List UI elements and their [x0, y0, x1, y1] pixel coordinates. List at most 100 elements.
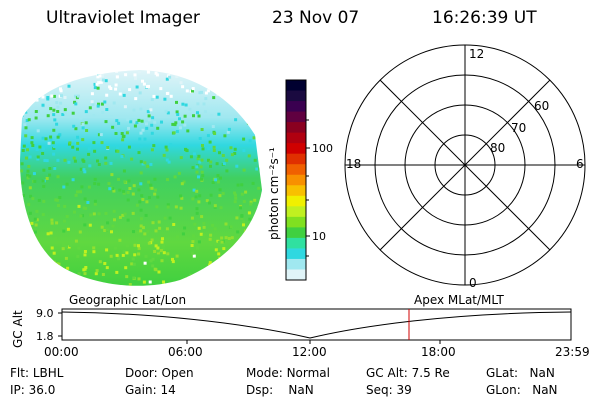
uv-pixel: [229, 146, 233, 150]
uv-pixel: [78, 230, 82, 234]
uv-pixel: [151, 287, 154, 290]
uv-pixel: [23, 123, 27, 127]
uv-pixel: [149, 183, 153, 187]
uv-pixel: [248, 226, 252, 230]
uv-pixel: [67, 84, 71, 88]
uv-pixel: [204, 97, 208, 101]
uv-pixel: [106, 221, 110, 225]
uv-pixel: [32, 266, 36, 270]
uv-pixel: [136, 231, 140, 235]
uv-pixel: [171, 260, 175, 264]
uv-pixel: [147, 118, 151, 122]
uv-pixel: [164, 145, 168, 149]
uv-pixel: [209, 164, 212, 168]
uv-pixel: [143, 261, 147, 265]
uv-pixel: [194, 195, 198, 199]
uv-pixel: [79, 190, 82, 194]
uv-pixel: [183, 226, 187, 230]
uv-pixel: [61, 247, 65, 251]
uv-pixel: [195, 170, 199, 174]
uv-pixel: [77, 246, 81, 250]
uv-pixel: [105, 108, 109, 111]
uv-pixel: [147, 241, 151, 245]
uv-pixel: [27, 265, 31, 269]
uv-pixel: [52, 269, 56, 272]
uv-pixel: [74, 127, 78, 131]
uv-pixel: [56, 70, 60, 73]
uv-pixel: [56, 135, 60, 139]
uv-pixel: [79, 167, 83, 171]
uv-pixel: [247, 154, 251, 158]
uv-pixel: [146, 110, 150, 114]
uv-pixel: [201, 174, 205, 178]
uv-pixel: [172, 131, 176, 135]
uv-pixel: [59, 89, 63, 93]
uv-pixel: [162, 243, 165, 247]
uv-pixel: [121, 138, 125, 142]
uv-pixel: [126, 118, 130, 122]
uv-pixel: [235, 94, 239, 98]
uv-pixel: [225, 158, 229, 162]
uv-pixel: [35, 209, 39, 213]
uv-pixel: [196, 288, 199, 291]
uv-pixel: [42, 78, 46, 82]
uv-pixel: [33, 217, 37, 221]
uv-pixel: [93, 288, 96, 291]
uv-pixel: [52, 128, 56, 132]
uv-pixel: [137, 151, 141, 155]
uv-pixel: [251, 271, 255, 275]
uv-pixel: [124, 266, 128, 270]
uv-pixel: [89, 287, 92, 290]
uv-pixel: [230, 249, 234, 253]
uv-pixel: [173, 123, 177, 127]
uv-pixel: [137, 244, 140, 248]
uv-pixel: [27, 203, 31, 207]
uv-pixel: [63, 219, 66, 223]
uv-pixel: [39, 287, 42, 290]
uv-pixel: [230, 288, 233, 291]
uv-pixel: [113, 246, 117, 250]
uv-pixel: [117, 177, 120, 181]
colorbar-segment: [286, 248, 306, 260]
uv-pixel: [214, 242, 217, 246]
uv-pixel: [248, 217, 252, 221]
uv-pixel: [240, 192, 244, 196]
uv-pixel: [186, 129, 190, 133]
uv-pixel: [135, 121, 139, 125]
uv-pixel: [99, 80, 103, 84]
uv-pixel: [138, 91, 142, 95]
uv-pixel: [213, 132, 217, 135]
uv-pixel: [149, 162, 153, 166]
uv-pixel: [252, 136, 256, 140]
uv-pixel: [45, 275, 49, 279]
uv-pixel: [41, 80, 45, 84]
uv-pixel: [86, 201, 90, 204]
uv-pixel: [148, 280, 152, 284]
uv-pixel: [64, 256, 68, 260]
uv-pixel: [52, 113, 56, 117]
uv-pixel: [97, 133, 101, 137]
uv-pixel: [23, 266, 27, 270]
status-flt: Flt: LBHL: [10, 366, 64, 380]
uv-pixel: [63, 96, 67, 99]
uv-pixel: [160, 120, 163, 124]
uv-pixel: [230, 236, 234, 240]
uv-pixel: [127, 179, 131, 183]
uv-pixel: [229, 270, 233, 274]
uv-pixel: [77, 272, 81, 276]
uv-pixel: [150, 148, 154, 152]
uv-pixel: [197, 274, 200, 278]
uv-pixel: [175, 130, 179, 133]
colorbar-segment: [286, 269, 306, 281]
uv-pixel: [58, 71, 62, 75]
uv-pixel: [125, 251, 129, 255]
uv-pixel: [112, 209, 116, 213]
uv-pixel: [197, 240, 201, 244]
uv-pixel: [165, 227, 169, 231]
uv-pixel: [253, 253, 257, 257]
uv-pixel: [182, 284, 185, 286]
uv-pixel: [74, 193, 78, 197]
uv-pixel: [192, 114, 195, 118]
uv-pixel: [56, 110, 60, 113]
uv-pixel: [68, 244, 72, 247]
